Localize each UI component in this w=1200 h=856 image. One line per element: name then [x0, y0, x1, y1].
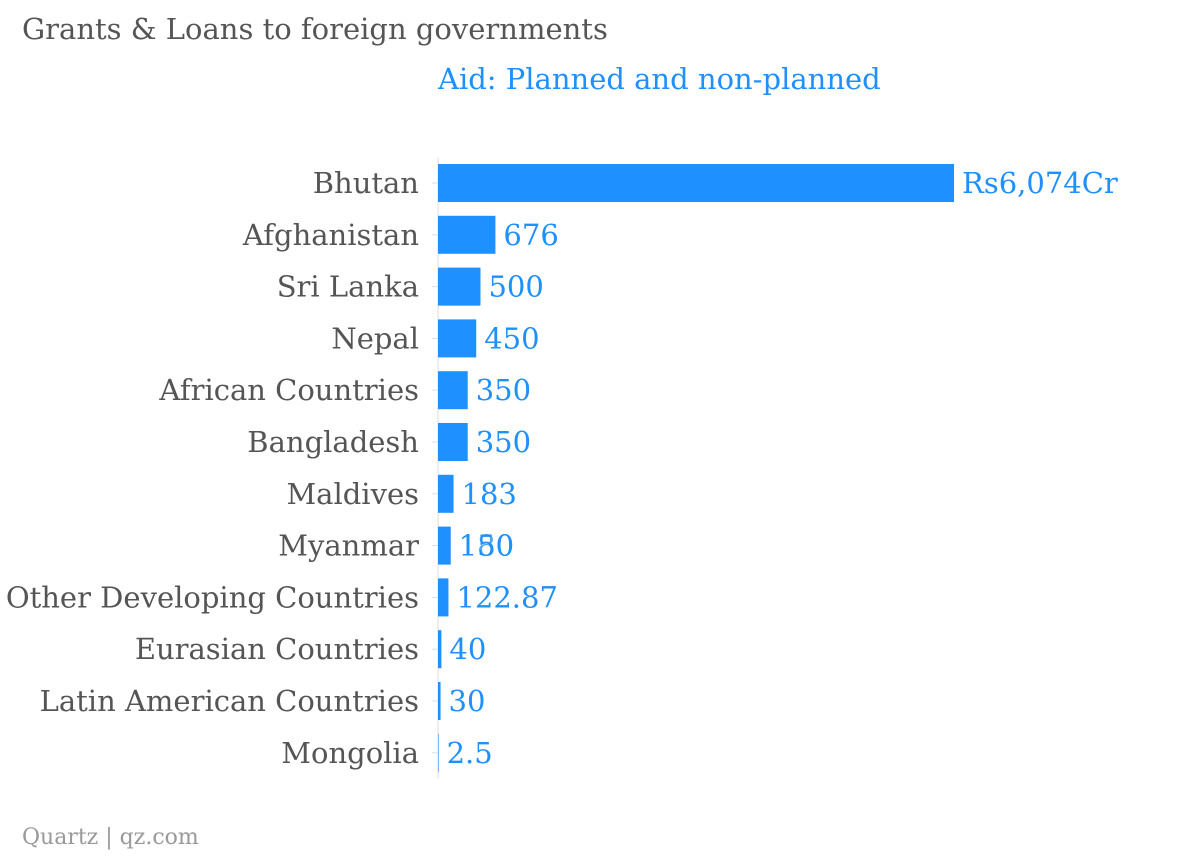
value-label: 350 — [476, 425, 531, 459]
value-label: 2.5 — [447, 736, 493, 770]
category-label: Myanmar — [278, 529, 419, 563]
category-label: Other Developing Countries — [6, 580, 419, 614]
value-label: 500 — [488, 270, 543, 304]
bar — [438, 733, 439, 772]
value-label: 40 — [449, 632, 486, 666]
footer-credit: Quartz | qz.com — [22, 825, 199, 850]
series-label: Aid: Planned and non-planned — [438, 62, 881, 96]
bars-layer — [438, 164, 954, 772]
bar-chart: Bhutan Rs6,074Cr Afghanistan 676 Sri Lanka 50… — [6, 157, 1118, 779]
chart-title: Grants & Loans to foreign governments — [22, 12, 608, 46]
category-label: Bhutan — [313, 166, 419, 200]
value-label: 350 — [476, 373, 531, 407]
category-label: Afghanistan — [242, 218, 419, 252]
category-label: Maldives — [286, 477, 419, 511]
category-label: African Countries — [158, 373, 419, 407]
bar — [438, 319, 477, 358]
category-label: Nepal — [331, 321, 419, 355]
bar — [438, 578, 449, 617]
value-label: 676 — [503, 218, 558, 252]
category-label: Sri Lanka — [277, 270, 419, 304]
bar — [438, 164, 954, 202]
bar — [438, 371, 468, 410]
bar — [438, 423, 468, 461]
value-label: Rs6,074Cr — [962, 166, 1118, 200]
value-label: 183 — [462, 477, 517, 511]
category-label: Mongolia — [281, 736, 419, 770]
bar — [438, 682, 441, 720]
labels-layer: Bhutan Rs6,074Cr Afghanistan 676 Sri Lanka 50… — [6, 166, 1118, 770]
category-label: Eurasian Countries — [135, 632, 419, 666]
bar — [438, 526, 451, 565]
value-label: 30 — [449, 684, 486, 718]
category-label: Bangladesh — [247, 425, 419, 459]
value-label: 450 — [484, 321, 539, 355]
bar — [438, 215, 496, 254]
axis-layer — [432, 157, 439, 779]
bar — [438, 630, 442, 669]
category-label: Latin American Countries — [40, 684, 419, 718]
bar — [438, 267, 481, 306]
value-label-overlap: 180 — [459, 529, 514, 563]
bar — [438, 474, 454, 513]
value-label: 122.87 — [456, 580, 557, 614]
value-label: 150 — [459, 529, 514, 563]
